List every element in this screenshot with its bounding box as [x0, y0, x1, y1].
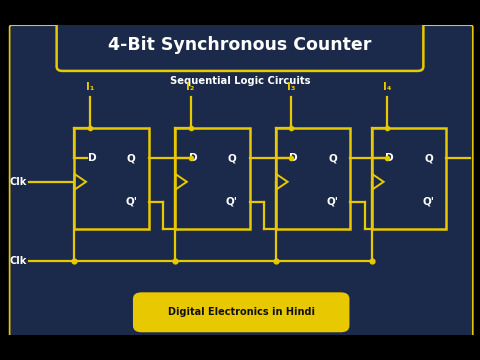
Text: Clk: Clk — [9, 256, 26, 266]
Text: Clk: Clk — [9, 177, 26, 187]
Text: 4-Bit Synchronous Counter: 4-Bit Synchronous Counter — [108, 36, 372, 54]
Text: Q': Q' — [125, 197, 137, 207]
Text: I₂: I₂ — [186, 82, 195, 92]
Bar — [0, 335, 480, 360]
Text: I₃: I₃ — [287, 82, 296, 92]
FancyBboxPatch shape — [133, 292, 349, 332]
Text: Q: Q — [127, 153, 135, 163]
FancyBboxPatch shape — [57, 21, 423, 71]
Bar — [372, 128, 446, 229]
Text: Q': Q' — [226, 197, 238, 207]
Text: Q: Q — [228, 153, 236, 163]
Text: Sequential Logic Circuits: Sequential Logic Circuits — [170, 76, 310, 86]
Bar — [175, 128, 250, 229]
Text: Q': Q' — [326, 197, 339, 207]
Text: I₁: I₁ — [85, 82, 94, 92]
FancyBboxPatch shape — [10, 25, 473, 340]
Text: I₄: I₄ — [383, 82, 392, 92]
Text: D: D — [385, 153, 394, 163]
Bar — [276, 128, 350, 229]
Text: D: D — [189, 153, 197, 163]
Bar — [0, 0, 480, 25]
Text: Digital Electronics in Hindi: Digital Electronics in Hindi — [168, 307, 315, 317]
Text: Q: Q — [328, 153, 337, 163]
Text: D: D — [289, 153, 298, 163]
Text: Q': Q' — [422, 197, 435, 207]
Text: D: D — [88, 153, 96, 163]
Text: Q: Q — [424, 153, 433, 163]
Bar — [74, 128, 149, 229]
